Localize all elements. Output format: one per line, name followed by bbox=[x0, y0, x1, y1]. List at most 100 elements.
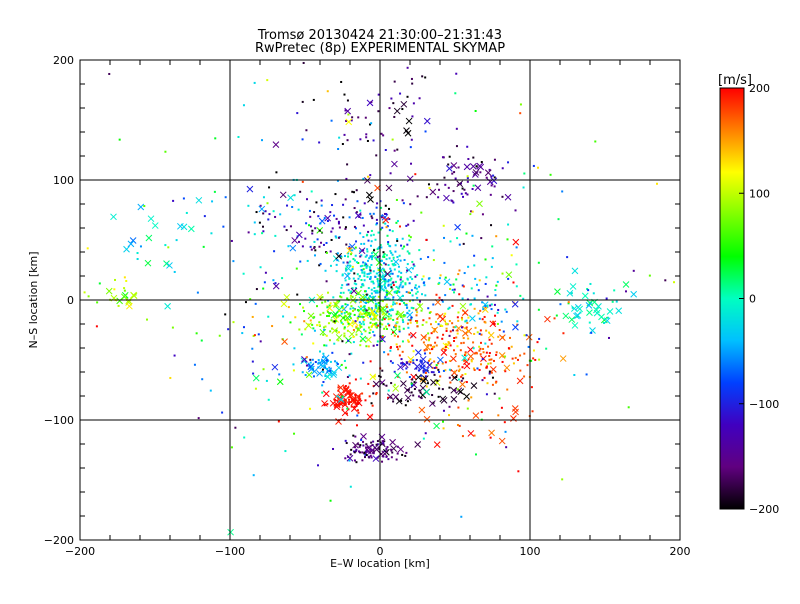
data-dot-marker bbox=[347, 283, 350, 286]
data-dot-marker bbox=[365, 309, 368, 312]
data-dot-marker bbox=[396, 148, 399, 151]
data-dot-marker bbox=[337, 222, 340, 225]
data-cross-marker bbox=[227, 528, 234, 536]
data-dot-marker bbox=[466, 177, 469, 180]
data-cross-marker bbox=[164, 302, 171, 310]
data-dot-marker bbox=[398, 225, 401, 228]
data-dot-marker bbox=[422, 281, 425, 284]
data-dot-marker bbox=[303, 310, 306, 313]
data-cross-marker bbox=[252, 374, 260, 382]
data-dot-marker bbox=[465, 232, 468, 235]
data-dot-marker bbox=[448, 405, 451, 408]
data-dot-marker bbox=[328, 304, 331, 307]
data-dot-marker bbox=[360, 268, 363, 271]
data-cross-marker bbox=[322, 354, 330, 362]
data-dot-marker bbox=[480, 411, 483, 414]
data-dot-marker bbox=[381, 460, 384, 463]
data-cross-marker bbox=[350, 287, 358, 295]
data-dot-marker bbox=[264, 210, 267, 213]
data-cross-marker bbox=[289, 244, 297, 252]
data-cross-marker bbox=[344, 107, 352, 115]
data-dot-marker bbox=[428, 311, 431, 314]
data-cross-marker bbox=[512, 238, 520, 246]
data-dot-marker bbox=[321, 368, 324, 371]
data-dot-marker bbox=[448, 334, 451, 337]
data-dot-marker bbox=[361, 392, 364, 395]
data-dot-marker bbox=[362, 268, 365, 271]
data-dot-marker bbox=[495, 284, 498, 287]
data-dot-marker bbox=[435, 313, 438, 316]
data-dot-marker bbox=[490, 175, 493, 178]
data-dot-marker bbox=[349, 315, 352, 318]
data-dot-marker bbox=[500, 406, 503, 409]
data-dot-marker bbox=[566, 256, 569, 259]
data-dot-marker bbox=[406, 400, 409, 403]
data-cross-marker bbox=[423, 388, 430, 396]
data-dot-marker bbox=[478, 279, 481, 282]
data-dot-marker bbox=[427, 344, 430, 347]
data-dot-marker bbox=[359, 213, 362, 216]
data-dot-marker bbox=[304, 328, 307, 331]
data-dot-marker bbox=[453, 291, 456, 294]
data-dot-marker bbox=[408, 239, 411, 242]
data-dot-marker bbox=[482, 351, 485, 354]
data-dot-marker bbox=[490, 342, 493, 345]
data-dot-marker bbox=[495, 351, 498, 354]
data-dot-marker bbox=[376, 279, 379, 282]
data-dot-marker bbox=[460, 379, 463, 382]
data-dot-marker bbox=[411, 267, 414, 270]
data-dot-marker bbox=[360, 325, 363, 328]
data-dot-marker bbox=[409, 276, 412, 279]
data-cross-marker bbox=[272, 141, 280, 148]
data-dot-marker bbox=[370, 234, 373, 237]
data-dot-marker bbox=[419, 257, 422, 260]
data-dot-marker bbox=[323, 344, 326, 347]
data-cross-marker bbox=[450, 162, 458, 169]
data-dot-marker bbox=[432, 401, 435, 404]
data-dot-marker bbox=[370, 240, 373, 243]
data-dot-marker bbox=[396, 345, 399, 348]
data-dot-marker bbox=[327, 299, 330, 302]
data-dot-marker bbox=[372, 212, 375, 215]
data-dot-marker bbox=[453, 171, 456, 174]
data-dot-marker bbox=[395, 458, 398, 461]
data-dot-marker bbox=[274, 234, 277, 237]
data-cross-marker bbox=[332, 311, 340, 318]
data-dot-marker bbox=[444, 183, 447, 186]
data-dot-marker bbox=[384, 263, 387, 266]
data-dot-marker bbox=[390, 308, 393, 311]
data-dot-marker bbox=[480, 363, 483, 366]
data-cross-marker bbox=[450, 369, 458, 377]
data-dot-marker bbox=[449, 283, 452, 286]
data-dot-marker bbox=[353, 272, 356, 275]
data-dot-marker bbox=[370, 308, 373, 311]
data-dot-marker bbox=[300, 393, 303, 396]
data-dot-marker bbox=[472, 156, 475, 159]
data-cross-marker bbox=[283, 293, 291, 301]
data-dot-marker bbox=[377, 282, 380, 285]
data-dot-marker bbox=[361, 451, 364, 454]
data-dot-marker bbox=[462, 377, 465, 380]
data-dot-marker bbox=[449, 381, 452, 384]
data-dot-marker bbox=[590, 331, 593, 334]
data-dot-marker bbox=[447, 163, 450, 166]
data-dot-marker bbox=[407, 326, 410, 329]
data-dot-marker bbox=[394, 302, 397, 305]
data-dot-marker bbox=[378, 448, 381, 451]
data-dot-marker bbox=[242, 272, 245, 275]
data-dot-marker bbox=[444, 312, 447, 315]
data-dot-marker bbox=[286, 204, 289, 207]
data-dot-marker bbox=[366, 273, 369, 276]
data-cross-marker bbox=[405, 266, 413, 274]
data-cross-marker bbox=[459, 380, 466, 388]
data-dot-marker bbox=[460, 375, 463, 378]
data-dot-marker bbox=[366, 259, 369, 262]
data-dot-marker bbox=[247, 231, 250, 234]
data-dot-marker bbox=[459, 349, 462, 352]
data-dot-marker bbox=[326, 219, 329, 222]
data-dot-marker bbox=[348, 216, 351, 219]
data-dot-marker bbox=[341, 305, 344, 308]
data-dot-marker bbox=[408, 363, 411, 366]
data-dot-marker bbox=[462, 337, 465, 340]
data-dot-marker bbox=[530, 386, 533, 389]
